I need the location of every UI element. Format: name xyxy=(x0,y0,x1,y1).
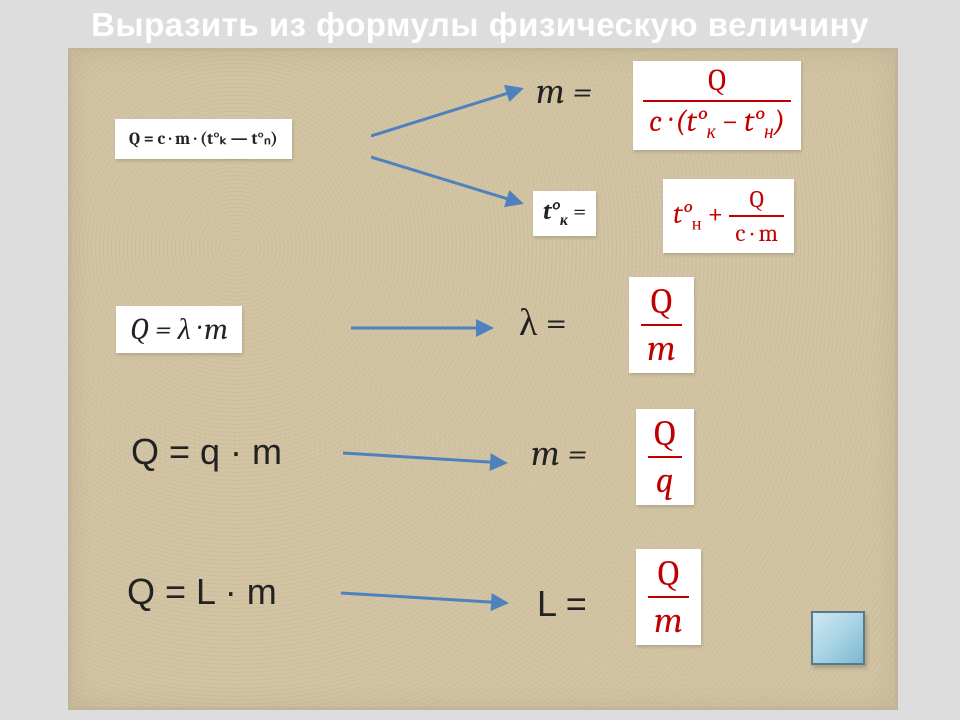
f2-lam: λ · m xyxy=(178,312,228,347)
arrow-icon xyxy=(371,151,531,211)
formula2-lam-frac: Q m xyxy=(641,281,682,369)
t-rhs-frac: Q c · m xyxy=(729,185,784,247)
frac-num: Q xyxy=(729,185,784,215)
formula1-m-lhs: m = xyxy=(536,71,592,112)
frac-num: Q xyxy=(641,281,682,324)
formula4-source: Q = L · m xyxy=(127,571,277,613)
frac-den: c · (t°к − t°н) xyxy=(643,100,791,144)
formula1-source-card: Q = c · m · (t°ₖ — t°ₙ) xyxy=(115,119,292,159)
formula4-l-rhs-card: Q m xyxy=(636,549,701,645)
formula3-m-lhs: m = xyxy=(531,433,587,474)
formula4-l-lhs: L = xyxy=(537,583,587,625)
frac-num: Q xyxy=(643,63,791,100)
f2-q: Q = xyxy=(130,312,178,347)
t-rhs-sub: н xyxy=(692,213,702,234)
t-rhs-t: t° xyxy=(673,198,692,230)
t-lhs-sub: к xyxy=(560,211,568,229)
arrow-icon xyxy=(343,443,515,473)
arrow-icon xyxy=(341,581,516,611)
frac-den: c · m xyxy=(729,215,784,247)
formula1-m-rhs-card: Q c · (t°к − t°н) xyxy=(633,61,801,150)
frac-num: Q xyxy=(648,553,689,596)
formula1-m-fraction: Q c · (t°к − t°н) xyxy=(643,63,791,144)
frac-den: m xyxy=(641,324,682,369)
board: Q = c · m · (t°ₖ — t°ₙ) m = Q c · (t°к −… xyxy=(68,48,898,710)
formula3-source: Q = q · m xyxy=(131,431,282,473)
arrow-icon xyxy=(351,316,501,340)
formula2-lam-lhs: λ = xyxy=(519,301,567,345)
formula2-lam-rhs-card: Q m xyxy=(629,277,694,373)
formula1-t-lhs-card: t°к = xyxy=(533,191,596,236)
formula1-source: Q = c · m · (t°ₖ — t°ₙ) xyxy=(129,130,278,149)
slide-title: Выразить из формулы физическую величину xyxy=(24,6,936,44)
arrow-icon xyxy=(371,81,531,141)
frac-den: q xyxy=(648,456,682,501)
t-lhs-t: t° xyxy=(543,197,560,225)
frac-num: Q xyxy=(648,413,682,456)
frac-den: m xyxy=(648,596,689,641)
nav-cube-icon[interactable] xyxy=(811,611,865,665)
formula4-l-frac: Q m xyxy=(648,553,689,641)
formula3-m-rhs-card: Q q xyxy=(636,409,694,505)
formula2-source-card: Q = λ · m xyxy=(116,306,242,353)
t-rhs-plus: + xyxy=(701,198,729,230)
formula1-t-rhs-card: t°н + Q c · m xyxy=(663,179,794,253)
formula3-m-frac: Q q xyxy=(648,413,682,501)
slide: Выразить из формулы физическую величину … xyxy=(0,0,960,720)
t-lhs-eq: = xyxy=(568,197,587,225)
